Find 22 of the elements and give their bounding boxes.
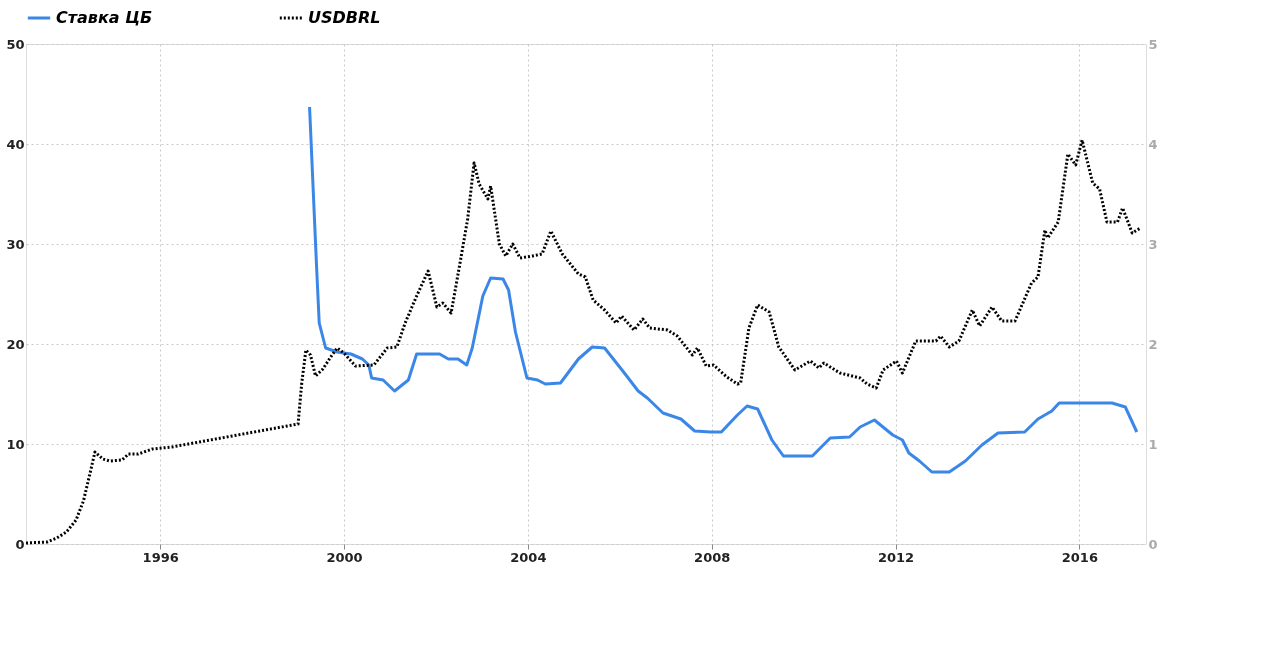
y-tick-label: 30	[6, 236, 25, 252]
x-tick-label: 2012	[877, 549, 915, 565]
y-tick-label: 50	[6, 36, 25, 52]
y-tick-label: 10	[6, 436, 25, 452]
y2-tick-label: 5	[1148, 36, 1158, 52]
y2-tick-label: 1	[1148, 436, 1158, 452]
y2-tick-label: 0	[1148, 536, 1158, 552]
y2-tick-label: 2	[1148, 336, 1158, 352]
line-series	[24, 138, 1142, 545]
y2-tick-label: 3	[1148, 236, 1158, 252]
y-tick-label: 20	[6, 336, 25, 352]
x-tick-label: 2016	[1061, 549, 1098, 565]
line-series	[308, 105, 1139, 474]
x-tick-label: 2004	[510, 549, 547, 565]
legend-label: Ставка ЦБ	[56, 8, 153, 27]
x-tick-label: 2008	[694, 549, 731, 565]
x-tick-label: 2000	[326, 549, 363, 565]
y-tick-label: 0	[15, 536, 25, 552]
y2-tick-label: 4	[1148, 136, 1158, 152]
x-tick-label: 1996	[142, 549, 179, 565]
legend-label: USDBRL	[308, 8, 381, 27]
y-tick-label: 40	[6, 136, 25, 152]
